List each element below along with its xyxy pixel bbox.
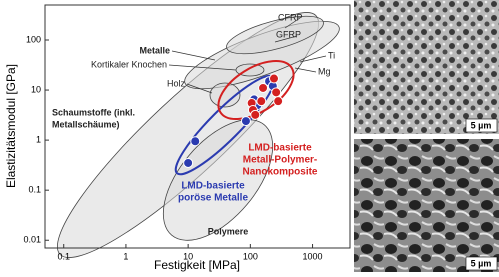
annotation: GFRP <box>276 29 301 39</box>
scale-label: 5 µm <box>471 258 492 268</box>
point <box>272 88 281 97</box>
y-tick-label: 1 <box>36 134 41 144</box>
annotation: Metalle <box>139 45 170 55</box>
x-tick-label: 1000 <box>303 251 323 261</box>
micrographs: 5 µm 5 µm <box>354 0 499 272</box>
annotation: LMD-basierte <box>181 181 245 192</box>
x-tick-label: 10 <box>183 251 193 261</box>
annotation: poröse Metalle <box>178 193 248 204</box>
point <box>184 158 193 167</box>
point <box>191 137 200 146</box>
annotation: LMD-basierte <box>248 143 312 154</box>
micrograph-bottom <box>354 139 499 272</box>
y-tick-label: 0.1 <box>28 185 41 195</box>
point <box>269 74 278 83</box>
annotation: Nanokomposite <box>242 167 317 178</box>
annotation: Mg <box>318 66 331 76</box>
y-tick-label: 10 <box>31 84 41 94</box>
leader <box>172 51 215 60</box>
micrograph-top <box>354 0 499 134</box>
annotation: Kortikaler Knochen <box>91 59 167 69</box>
leader <box>295 68 316 72</box>
x-tick-label: 1 <box>123 251 128 261</box>
point <box>274 97 283 106</box>
annotation: Schaumstoffe (inkl. <box>52 107 135 117</box>
annotation: Polymere <box>208 226 249 236</box>
point <box>257 97 266 106</box>
annotation: Metallschäume) <box>52 119 120 129</box>
scale-label: 5 µm <box>471 120 492 130</box>
y-tick-label: 0.01 <box>23 235 41 245</box>
x-axis-label: Festigkeit [MPa] <box>154 258 240 272</box>
x-tick-label: 100 <box>243 251 258 261</box>
annotation: Metall-Polymer- <box>243 155 317 166</box>
x-tick-label: 0.1 <box>57 251 70 261</box>
annotation: Ti <box>328 50 335 60</box>
point <box>241 117 250 126</box>
point <box>259 83 268 92</box>
y-axis-label: Elastizitätsmodul [GPa] <box>4 64 18 188</box>
region-ellipses <box>34 0 346 272</box>
point <box>251 110 260 119</box>
y-tick-label: 100 <box>26 34 41 44</box>
annotation: Holz <box>167 78 186 88</box>
figure: 5 µm 5 µm Festigkeit [MPa] Elastizitätsm… <box>0 0 499 272</box>
annotation: CFRP <box>278 12 303 22</box>
